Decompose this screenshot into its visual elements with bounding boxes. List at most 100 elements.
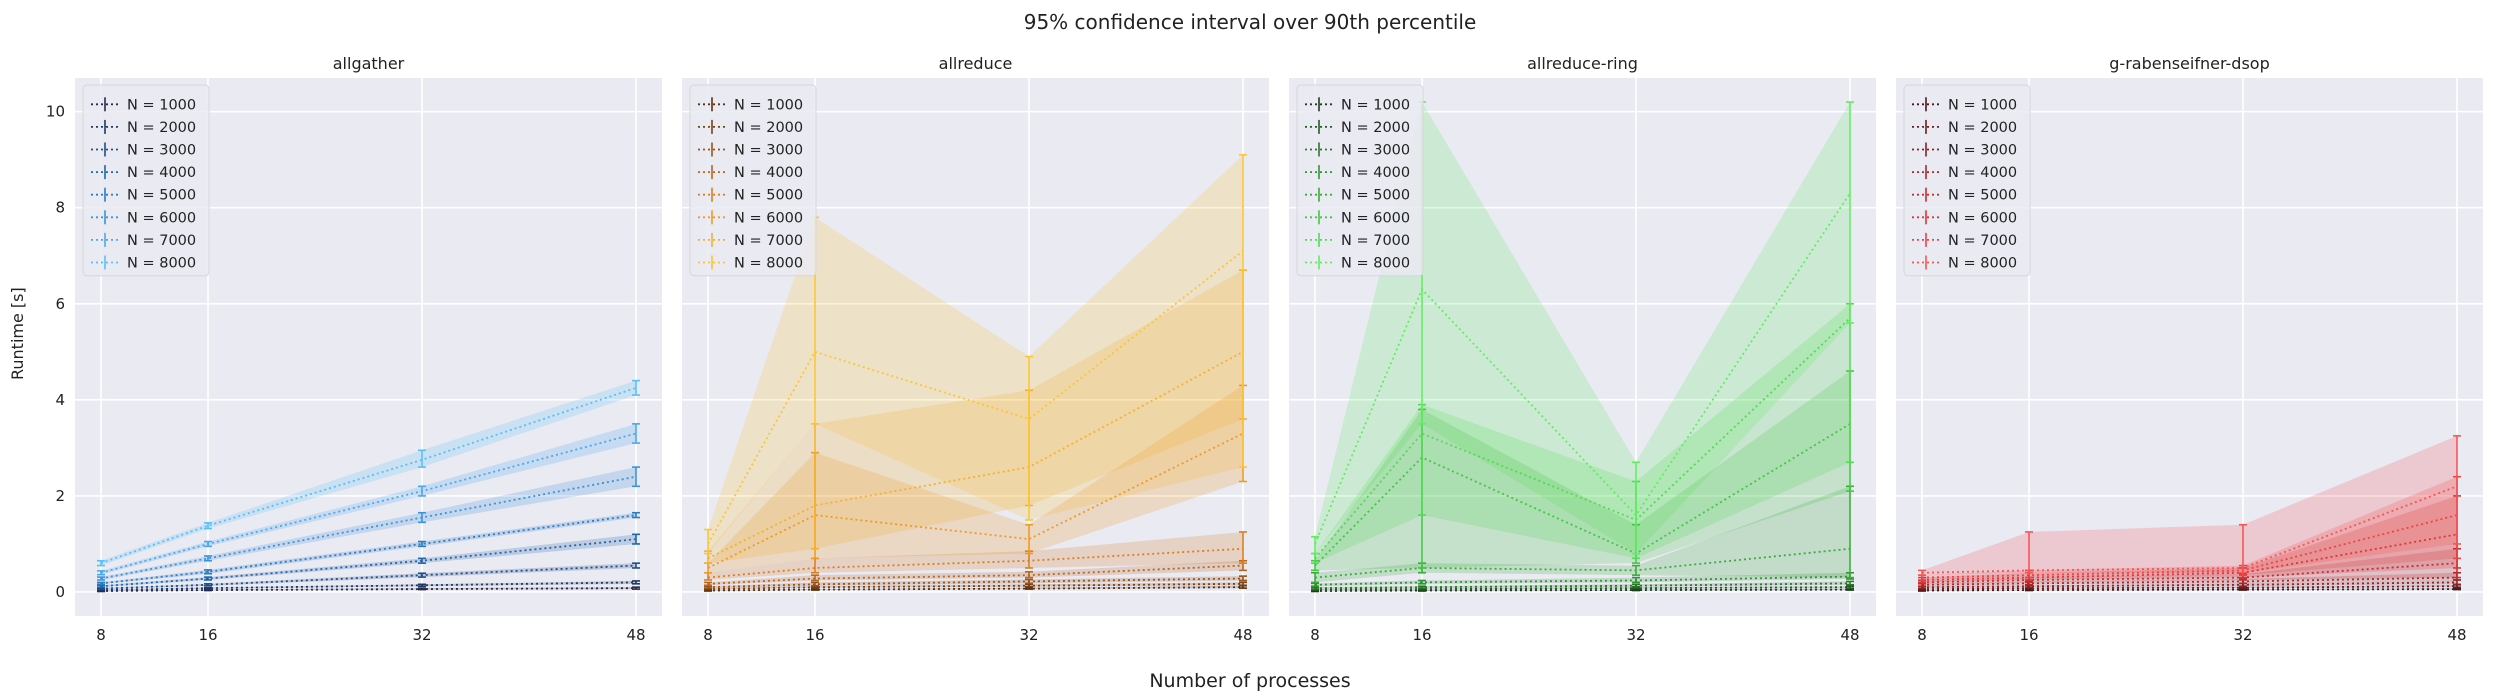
- series-line: [707, 250, 1244, 545]
- y-tick-label: 6: [55, 295, 65, 313]
- ci-band: [101, 467, 636, 580]
- legend-entry: N = 2000: [127, 120, 196, 136]
- y-tick-label: 2: [55, 487, 65, 505]
- ci-band: [1315, 102, 1850, 554]
- legend: N = 1000 N = 2000 N = 3000 N = 4000 N = 5000…: [1296, 84, 1424, 277]
- ci-band: [101, 423, 636, 575]
- ci-band: [708, 154, 1243, 554]
- legend-entry: N = 6000: [734, 210, 803, 226]
- legend-box: [689, 84, 817, 277]
- ci-band: [708, 531, 1243, 580]
- ci-band: [708, 385, 1243, 573]
- x-tick-label: 48: [1840, 626, 1859, 644]
- legend-entry: N = 3000: [734, 143, 803, 159]
- legend-entry: N = 3000: [127, 143, 196, 159]
- legend: N = 1000 N = 2000 N = 3000 N = 4000 N = 5000…: [689, 84, 817, 277]
- y-tick-label: 10: [46, 103, 65, 121]
- series-line: [100, 514, 637, 585]
- legend-entry: N = 5000: [1948, 188, 2017, 204]
- x-tick-label: 32: [1626, 626, 1645, 644]
- legend-entry: N = 6000: [1948, 210, 2017, 226]
- legend-entry: N = 2000: [734, 120, 803, 136]
- legend-entry: N = 7000: [1948, 233, 2017, 249]
- ci-band: [1315, 303, 1850, 564]
- x-tick-label: 16: [805, 626, 824, 644]
- ci-band: [708, 576, 1243, 589]
- x-tick-label: 8: [703, 626, 713, 644]
- x-tick-label: 16: [2019, 626, 2038, 644]
- ci-band: [1922, 579, 2457, 589]
- legend-entry: N = 8000: [734, 256, 803, 272]
- figure-title: 95% confidence interval over 90th percen…: [1023, 10, 1477, 34]
- legend-entry: N = 4000: [734, 165, 803, 181]
- x-tick-label: 16: [198, 626, 217, 644]
- ci-band: [101, 512, 636, 585]
- x-tick-label: 48: [2447, 626, 2466, 644]
- legend-box: [82, 84, 210, 277]
- legend-entry: N = 2000: [1948, 120, 2017, 136]
- ci-band: [101, 563, 636, 590]
- series-line: [100, 386, 637, 565]
- legend-entry: N = 5000: [734, 188, 803, 204]
- ci-band: [1315, 572, 1850, 587]
- ci-band: [708, 585, 1243, 592]
- legend-entry: N = 4000: [1341, 165, 1410, 181]
- x-tick-label: 8: [1917, 626, 1927, 644]
- legend-entry: N = 7000: [1341, 233, 1410, 249]
- x-axis-label: Number of processes: [1149, 670, 1351, 692]
- legend-entry: N = 7000: [734, 233, 803, 249]
- legend-entry: N = 1000: [734, 97, 803, 113]
- legend-entry: N = 2000: [1341, 120, 1410, 136]
- subplot-1: 8 16 32 48 allreduce N = 1000 N = 2000 N = 3000…: [682, 54, 1269, 644]
- subplot-title: allgather: [333, 54, 405, 73]
- series-line: [1921, 514, 2458, 579]
- series-line: [1314, 192, 1851, 545]
- legend-entry: N = 5000: [1341, 188, 1410, 204]
- x-tick-label: 32: [1019, 626, 1038, 644]
- series-line: [1921, 485, 2458, 574]
- ci-band: [1922, 572, 2457, 587]
- subplot-title: g-rabenseifner-dsop: [2109, 54, 2269, 73]
- legend: N = 1000 N = 2000 N = 3000 N = 4000 N = 5000…: [1903, 84, 2031, 277]
- legend-entry: N = 3000: [1948, 143, 2017, 159]
- subplot-3: 8 16 32 48 g-rabenseifner-dsop N = 1000 N = 20…: [1896, 54, 2483, 644]
- ci-band: [1315, 486, 1850, 583]
- ci-band: [1922, 495, 2457, 583]
- series-line: [100, 475, 637, 580]
- x-tick-label: 16: [1412, 626, 1431, 644]
- ci-band: [1315, 581, 1850, 590]
- subplot-title: allreduce: [939, 54, 1013, 73]
- ci-band: [101, 380, 636, 566]
- legend-box: [1296, 84, 1424, 277]
- legend-entry: N = 4000: [127, 165, 196, 181]
- ci-band: [1315, 371, 1850, 571]
- legend-entry: N = 5000: [127, 188, 196, 204]
- legend-entry: N = 1000: [1948, 97, 2017, 113]
- x-tick-label: 48: [626, 626, 645, 644]
- x-tick-label: 32: [412, 626, 431, 644]
- ci-band: [1922, 548, 2457, 584]
- subplot-title: allreduce-ring: [1527, 54, 1638, 73]
- legend: N = 1000 N = 2000 N = 3000 N = 4000 N = 5000…: [82, 84, 210, 277]
- legend-entry: N = 8000: [1948, 256, 2017, 272]
- x-tick-label: 32: [2233, 626, 2252, 644]
- ci-band: [708, 270, 1243, 564]
- legend-entry: N = 6000: [1341, 210, 1410, 226]
- legend-entry: N = 7000: [127, 233, 196, 249]
- ci-band: [101, 534, 636, 588]
- legend-entry: N = 6000: [127, 210, 196, 226]
- legend-entry: N = 1000: [1341, 97, 1410, 113]
- ci-band: [708, 560, 1243, 586]
- legend-entry: N = 4000: [1948, 165, 2017, 181]
- series-line: [1314, 423, 1851, 567]
- legend-entry: N = 8000: [1341, 256, 1410, 272]
- ci-band: [1922, 476, 2457, 580]
- y-tick-label: 4: [55, 391, 65, 409]
- legend-entry: N = 8000: [127, 256, 196, 272]
- y-tick-label: 8: [55, 199, 65, 217]
- x-tick-label: 48: [1233, 626, 1252, 644]
- legend-box: [1903, 84, 2031, 277]
